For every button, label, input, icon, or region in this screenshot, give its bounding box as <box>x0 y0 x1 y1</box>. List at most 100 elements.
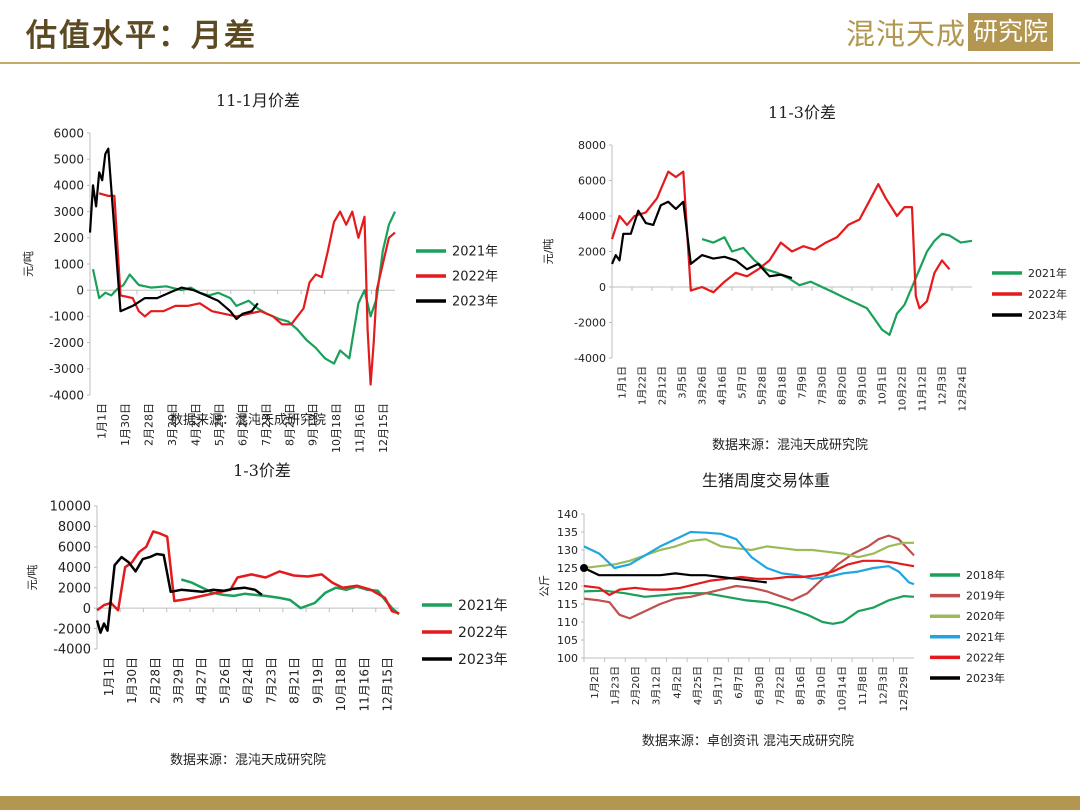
x-tick-label: 11月12日 <box>917 366 929 411</box>
legend-label: 2021年 <box>966 630 1005 644</box>
x-tick-label: 2月28日 <box>143 403 156 446</box>
chart-title: 1-3价差 <box>233 461 291 480</box>
x-tick-label: 11月16日 <box>357 657 371 712</box>
y-tick-label: -2000 <box>574 316 606 329</box>
x-tick-label: 3月12日 <box>651 666 663 705</box>
x-tick-label: 7月22日 <box>774 666 786 705</box>
x-tick-label: 12月15日 <box>377 403 390 453</box>
x-tick-label: 9月19日 <box>311 657 325 704</box>
series-line-2021年 <box>701 232 973 336</box>
y-tick-label: 3000 <box>53 205 84 219</box>
x-tick-label: 3月29日 <box>172 657 186 704</box>
y-tick-label: 6000 <box>578 174 606 187</box>
legend-label: 2022年 <box>966 650 1005 664</box>
x-tick-label: 2月12日 <box>657 366 669 405</box>
header: 估值水平：月差 混沌天成 研究院 <box>0 0 1080 64</box>
series-line-2021年 <box>180 578 400 616</box>
chart-11-3-spread: 11-3价差 8000 6000 4000 2000 0 -2000 -4000 元/吨 1月1日… <box>542 103 1067 453</box>
data-source: 数据来源：混沌天成研究院 <box>712 438 868 453</box>
x-tick-label: 5月28日 <box>757 366 769 405</box>
x-tick-label: 4月2日 <box>671 666 683 699</box>
y-tick-label: 4000 <box>53 179 84 193</box>
y-tick-label: 5000 <box>53 153 84 167</box>
x-tick-label: 8月21日 <box>288 657 302 704</box>
x-tick-label: 9月19日 <box>307 403 320 446</box>
y-axis-title: 元/吨 <box>542 239 555 265</box>
data-source: 数据来源：混沌天成研究院 <box>170 753 326 768</box>
series-line-2022年 <box>98 192 396 386</box>
series-line-2021年 <box>583 530 915 586</box>
series-line-2022年 <box>583 559 915 597</box>
x-tick-label: 5月7日 <box>737 366 749 399</box>
x-tick-label: 1月2日 <box>589 666 601 699</box>
legend-label: 2021年 <box>452 245 498 260</box>
x-tick-label: 5月26日 <box>218 657 232 704</box>
legend-label: 2021年 <box>458 598 508 614</box>
x-tick-label: 3月5日 <box>677 366 689 399</box>
y-tick-label: 140 <box>557 508 578 521</box>
x-tick-label: 7月9日 <box>797 366 809 399</box>
brand-logo: 混沌天成 研究院 <box>846 10 1054 54</box>
chart-title: 生猪周度交易体重 <box>702 471 830 490</box>
x-tick-label: 4月25日 <box>692 666 704 705</box>
x-tick-label: 1月1日 <box>96 403 109 439</box>
series-line-2023年 <box>610 200 793 280</box>
y-axis-title: 公斤 <box>538 575 551 597</box>
x-tick-label: 1月23日 <box>609 666 621 705</box>
data-source: 数据来源：卓创资讯 混沌天成研究院 <box>642 734 854 749</box>
y-tick-label: -1000 <box>49 310 84 324</box>
x-tick-label: 2月20日 <box>630 666 642 705</box>
y-tick-label: 4000 <box>58 561 91 576</box>
y-tick-label: 6000 <box>58 541 91 556</box>
x-tick-label: 3月26日 <box>697 366 709 405</box>
x-tick-label: 2月28日 <box>148 657 162 704</box>
y-tick-label: -4000 <box>53 643 91 658</box>
x-tick-label: 5月17日 <box>713 666 725 705</box>
x-tick-label: 11月8日 <box>857 666 869 705</box>
chart-1-3-spread: 1-3价差 10000 8000 6000 4000 2000 0 -2000 -4000 元/吨… <box>26 461 508 768</box>
x-tick-label: 12月29日 <box>898 666 910 711</box>
footer-bar <box>0 796 1080 810</box>
chart-title: 11-3价差 <box>768 103 836 122</box>
x-tick-label: 10月14日 <box>836 666 848 711</box>
x-tick-label: 6月18日 <box>777 366 789 405</box>
legend-label: 2023年 <box>966 671 1005 685</box>
series-line-2019年 <box>583 534 915 620</box>
y-tick-label: -2000 <box>53 622 91 637</box>
x-tick-label: 7月23日 <box>260 403 273 446</box>
legend-label: 2022年 <box>1028 287 1067 301</box>
x-tick-label: 8月20日 <box>837 366 849 405</box>
x-tick-label: 1月30日 <box>125 657 139 704</box>
y-tick-label: 130 <box>557 544 578 557</box>
y-tick-label: 105 <box>557 634 578 647</box>
y-tick-label: 135 <box>557 526 578 539</box>
x-tick-label: 1月1日 <box>617 366 629 399</box>
series-line-2018年 <box>583 589 915 625</box>
y-tick-label: -2000 <box>49 336 84 350</box>
legend-label: 2019年 <box>966 589 1005 603</box>
y-tick-label: 8000 <box>578 139 606 152</box>
y-tick-label: 4000 <box>578 210 606 223</box>
chart-title: 11-1月价差 <box>216 91 300 110</box>
x-tick-label: 9月10日 <box>816 666 828 705</box>
y-tick-label: -4000 <box>574 352 606 365</box>
x-tick-label: 10月1日 <box>877 366 889 405</box>
y-tick-label: -4000 <box>49 388 84 402</box>
y-tick-label: 2000 <box>578 245 606 258</box>
x-tick-label: 10月22日 <box>897 366 909 411</box>
x-tick-label: 12月3日 <box>878 666 890 705</box>
y-tick-label: 115 <box>557 598 578 611</box>
page-title: 估值水平：月差 <box>26 18 257 54</box>
x-tick-label: 8月16日 <box>795 666 807 705</box>
y-tick-label: 8000 <box>58 520 91 535</box>
y-tick-label: 100 <box>557 652 578 665</box>
chart-hog-weekly-weight: 生猪周度交易体重 140 135 130 125 120 115 110 105 100 公斤 1月2… <box>538 471 1005 749</box>
x-tick-label: 3月29日 <box>166 403 179 446</box>
x-tick-label: 12月15日 <box>381 657 395 712</box>
x-tick-label: 4月16日 <box>717 366 729 405</box>
x-tick-label: 9月10日 <box>857 366 869 405</box>
x-tick-label: 4月27日 <box>189 403 202 446</box>
logo-box: 研究院 <box>968 13 1054 51</box>
legend-label: 2021年 <box>1028 266 1067 280</box>
legend-label: 2023年 <box>452 295 498 310</box>
